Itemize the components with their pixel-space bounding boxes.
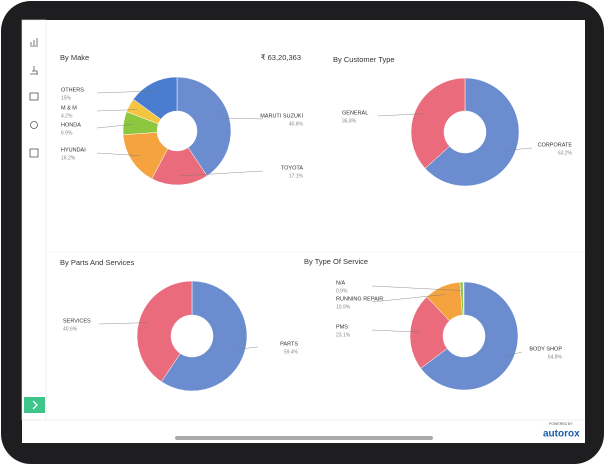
chart-title: By Make: [60, 53, 89, 62]
chart-title: By Parts And Services: [60, 258, 134, 267]
donut-slice: [409, 296, 450, 369]
leader-line: [506, 147, 533, 151]
slice-label: HYUNDAI: [61, 147, 86, 153]
icon-jobs[interactable]: [30, 66, 38, 75]
charts: By Make MARUTI SUZUKI 40.6% TOYOTA 17.1% HYUN…: [60, 53, 573, 392]
slice-label: GENERAL: [342, 110, 368, 116]
leader-line: [96, 124, 133, 129]
donut-slice: [136, 280, 193, 383]
powered-by: POWERED BY: [549, 422, 573, 426]
slice-percent: 40.6%: [289, 121, 304, 127]
leader-line: [235, 346, 259, 350]
slice-label: CORPORATE: [538, 142, 573, 148]
donut-slice: [410, 77, 466, 169]
slice-label: OTHERS: [61, 87, 84, 93]
icon-settings[interactable]: [30, 121, 38, 129]
slice-label: MARUTI SUZUKI: [260, 113, 303, 119]
leader-line: [98, 322, 148, 325]
slice-label: RUNNING REPAIR: [336, 296, 383, 302]
home-indicator: [175, 436, 433, 440]
slice-percent: 64.8%: [548, 354, 563, 360]
leader-line: [371, 329, 419, 333]
slice-percent: 6.9%: [61, 130, 73, 136]
expand-icon: [32, 400, 38, 410]
slice-percent: 15%: [61, 95, 72, 101]
chart-title: By Customer Type: [333, 55, 395, 64]
leader-line: [220, 117, 264, 120]
expand-button[interactable]: [24, 397, 45, 413]
total-amount: ₹ 63,20,363: [261, 53, 301, 62]
donut-slice: [424, 77, 520, 187]
slice-percent: 10.9%: [336, 304, 351, 310]
donut-slice: [459, 281, 464, 316]
slice-percent: 36.8%: [342, 118, 357, 124]
slice-label: SERVICES: [63, 318, 91, 324]
slice-label: M & M: [61, 105, 77, 111]
slice-label: TOYOTA: [281, 165, 303, 171]
slice-percent: 63.2%: [558, 150, 573, 156]
donut-slice: [420, 281, 519, 391]
leader-line: [371, 285, 462, 291]
sidebar: [21, 19, 47, 421]
leader-line: [96, 90, 157, 94]
icon-calendar[interactable]: [29, 148, 39, 158]
icon-grid[interactable]: [29, 92, 39, 101]
slice-label: HONDA: [61, 122, 81, 128]
donut-slice: [176, 76, 232, 177]
leader-line: [96, 109, 138, 112]
slice-percent: 16.2%: [61, 155, 76, 161]
slice-percent: 59.4%: [284, 349, 299, 355]
chart-title: By Type Of Service: [304, 257, 368, 266]
donut-slice: [132, 76, 178, 120]
leader-line: [96, 152, 140, 156]
leader-line: [377, 113, 424, 117]
slice-percent: 0.9%: [336, 288, 348, 294]
leader-line: [371, 294, 446, 303]
donut-slice: [161, 280, 248, 392]
slice-label: PMS: [336, 324, 348, 330]
slice-percent: 4.2%: [61, 113, 73, 119]
slice-percent: 40.6%: [63, 326, 78, 332]
icon-reports[interactable]: [30, 38, 38, 47]
leader-line: [179, 170, 264, 177]
slice-label: BODY SHOP: [529, 346, 562, 352]
slice-label: PARTS: [280, 341, 298, 347]
screen: [22, 20, 585, 443]
slice-percent: 17.1%: [289, 173, 304, 179]
leader-line: [504, 351, 523, 357]
slice-label: N/A: [336, 280, 346, 286]
brand: autorox: [543, 429, 580, 440]
slice-percent: 23.1%: [336, 332, 351, 338]
sidebar-icons: [29, 38, 39, 158]
